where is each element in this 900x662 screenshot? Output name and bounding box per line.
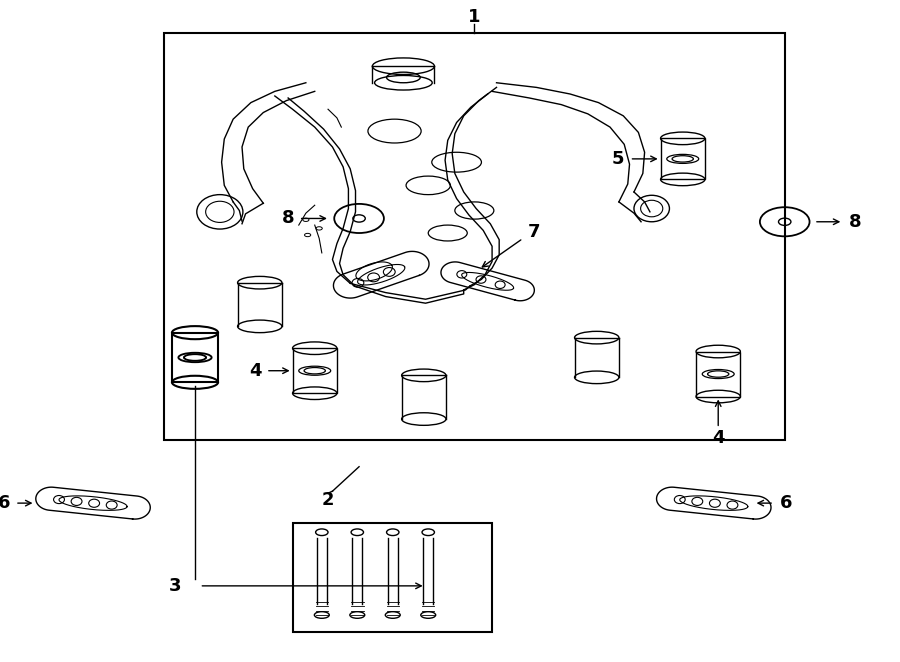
Bar — [696, 352, 741, 397]
Bar — [164, 33, 785, 440]
Text: 5: 5 — [612, 150, 625, 168]
Text: 7: 7 — [527, 222, 540, 241]
Text: 3: 3 — [168, 577, 181, 595]
Text: 6: 6 — [0, 494, 11, 512]
Bar — [172, 333, 218, 383]
Bar — [292, 348, 337, 393]
Text: 6: 6 — [780, 494, 793, 512]
Text: 8: 8 — [850, 213, 862, 231]
Text: 2: 2 — [322, 491, 334, 509]
Bar — [292, 523, 492, 632]
Text: 4: 4 — [712, 428, 724, 447]
Text: 8: 8 — [282, 209, 294, 228]
Bar — [661, 138, 705, 179]
Text: 4: 4 — [249, 361, 262, 380]
Text: 1: 1 — [468, 7, 481, 26]
